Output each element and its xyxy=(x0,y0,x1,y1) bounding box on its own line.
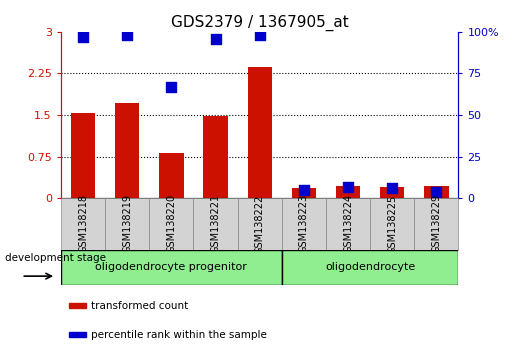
Bar xyxy=(69,303,86,308)
Bar xyxy=(282,250,458,285)
Text: percentile rank within the sample: percentile rank within the sample xyxy=(91,330,267,339)
Text: oligodendrocyte: oligodendrocyte xyxy=(325,262,415,272)
Point xyxy=(388,185,396,191)
Text: GSM138222: GSM138222 xyxy=(255,194,264,253)
Point xyxy=(255,32,264,38)
Text: GSM138218: GSM138218 xyxy=(78,194,88,253)
Text: development stage: development stage xyxy=(5,253,107,263)
Bar xyxy=(336,186,360,198)
Text: GSM138224: GSM138224 xyxy=(343,194,353,253)
Point xyxy=(299,187,308,193)
Point xyxy=(123,32,131,38)
Bar xyxy=(424,186,448,198)
Bar xyxy=(105,198,149,250)
Bar xyxy=(237,198,282,250)
Bar xyxy=(193,198,237,250)
Text: oligodendrocyte progenitor: oligodendrocyte progenitor xyxy=(95,262,248,272)
Text: GSM138229: GSM138229 xyxy=(431,194,441,253)
Bar xyxy=(71,113,95,198)
Bar xyxy=(204,116,228,198)
Bar xyxy=(370,198,414,250)
Point xyxy=(432,189,440,194)
Bar xyxy=(326,198,370,250)
Text: GSM138220: GSM138220 xyxy=(166,194,176,253)
Bar xyxy=(380,187,404,198)
Bar xyxy=(292,188,316,198)
Text: GSM138219: GSM138219 xyxy=(122,194,132,253)
Text: GSM138221: GSM138221 xyxy=(210,194,220,253)
Bar xyxy=(414,198,458,250)
Bar xyxy=(115,103,139,198)
Bar xyxy=(149,198,193,250)
Point xyxy=(211,36,220,41)
Bar xyxy=(282,198,326,250)
Bar xyxy=(69,332,86,337)
Text: GSM138225: GSM138225 xyxy=(387,194,397,253)
Text: GSM138223: GSM138223 xyxy=(299,194,309,253)
Bar xyxy=(61,250,282,285)
Point xyxy=(79,34,87,40)
Point xyxy=(167,84,175,90)
Text: transformed count: transformed count xyxy=(91,301,188,311)
Bar xyxy=(159,153,183,198)
Bar xyxy=(248,67,272,198)
Title: GDS2379 / 1367905_at: GDS2379 / 1367905_at xyxy=(171,14,349,30)
Point xyxy=(344,184,352,189)
Bar xyxy=(61,198,105,250)
